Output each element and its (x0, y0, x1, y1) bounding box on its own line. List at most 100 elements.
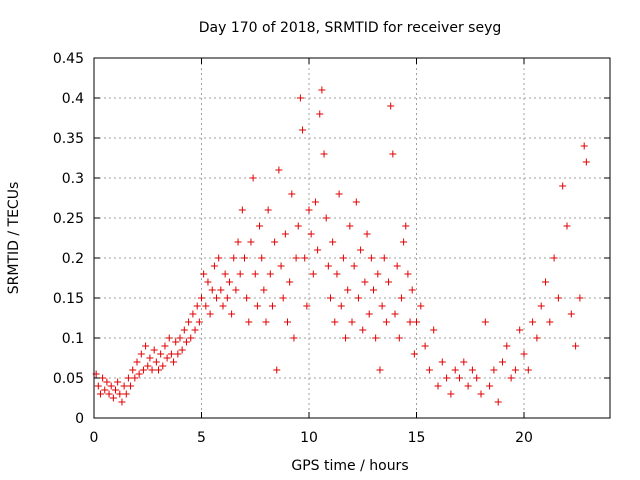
data-point (507, 374, 515, 382)
data-point (116, 390, 124, 398)
data-point (131, 374, 139, 382)
data-point (327, 294, 334, 302)
data-point (204, 278, 212, 286)
data-point (305, 206, 313, 214)
data-point (225, 278, 233, 286)
data-point (94, 382, 102, 390)
data-point (256, 222, 264, 230)
data-point (127, 382, 135, 390)
data-point (105, 390, 113, 398)
data-point (357, 246, 365, 254)
data-point (286, 278, 294, 286)
data-point (221, 270, 229, 278)
data-point (382, 318, 390, 326)
data-point (178, 346, 186, 354)
data-point (161, 342, 169, 350)
data-point (301, 254, 309, 262)
data-point (253, 302, 261, 310)
data-point (303, 302, 311, 310)
data-point (307, 230, 315, 238)
data-point (395, 334, 403, 342)
data-point (124, 374, 132, 382)
data-point (122, 390, 130, 398)
data-point (443, 374, 451, 382)
data-point (503, 342, 511, 350)
data-point (378, 302, 386, 310)
data-point (331, 318, 339, 326)
data-point (180, 326, 188, 334)
data-point (451, 366, 459, 374)
x-tick-label: 5 (197, 430, 206, 446)
data-point (198, 294, 205, 302)
y-tick-label: 0.25 (53, 211, 84, 227)
data-point (170, 358, 178, 366)
data-point (320, 150, 328, 158)
data-point (148, 366, 156, 374)
data-point (572, 342, 580, 350)
data-point (241, 254, 248, 262)
data-point (213, 294, 221, 302)
data-point (322, 214, 330, 222)
data-point (118, 398, 126, 406)
data-point (159, 362, 167, 370)
data-point (103, 378, 111, 386)
y-tick-label: 0.45 (53, 51, 84, 67)
data-point (329, 238, 337, 246)
data-point (101, 386, 109, 394)
data-point (408, 286, 416, 294)
data-point (344, 286, 352, 294)
y-tick-label: 0.15 (53, 291, 84, 307)
data-point (279, 294, 287, 302)
data-point (370, 286, 377, 294)
data-point (258, 254, 266, 262)
data-point (372, 334, 380, 342)
data-point (236, 270, 244, 278)
data-point (374, 270, 382, 278)
data-point (150, 346, 158, 354)
data-point (406, 318, 414, 326)
data-point (311, 198, 319, 206)
data-point (559, 182, 567, 190)
data-point (202, 302, 210, 310)
data-point (385, 278, 393, 286)
data-point (391, 310, 399, 318)
data-point (99, 374, 107, 382)
data-point (425, 366, 433, 374)
data-point (359, 326, 367, 334)
data-point (262, 318, 270, 326)
data-point (174, 350, 182, 358)
data-point (533, 334, 541, 342)
data-point (499, 358, 506, 366)
y-axis-label: SRMTID / TECUs (6, 182, 22, 295)
data-point (529, 318, 537, 326)
data-point (208, 286, 216, 294)
data-point (316, 110, 324, 118)
data-point (290, 334, 298, 342)
data-point (234, 238, 242, 246)
data-point (402, 222, 410, 230)
y-tick-label: 0.05 (53, 371, 84, 387)
data-point (165, 334, 173, 342)
data-point (135, 370, 143, 378)
data-point (350, 262, 358, 270)
data-point (468, 366, 476, 374)
data-point (112, 386, 119, 394)
data-point (133, 358, 141, 366)
data-point (417, 302, 425, 310)
data-point (182, 338, 190, 346)
data-point (380, 254, 388, 262)
data-point (266, 270, 274, 278)
data-point (247, 238, 255, 246)
data-point (460, 358, 468, 366)
y-tick-label: 0 (75, 411, 84, 427)
data-points (92, 86, 590, 406)
data-point (96, 390, 104, 398)
data-point (318, 86, 326, 94)
data-point (389, 150, 397, 158)
data-point (339, 254, 347, 262)
data-point (230, 254, 238, 262)
data-point (238, 206, 246, 214)
data-point (223, 294, 231, 302)
x-axis-label: GPS time / hours (291, 458, 408, 474)
